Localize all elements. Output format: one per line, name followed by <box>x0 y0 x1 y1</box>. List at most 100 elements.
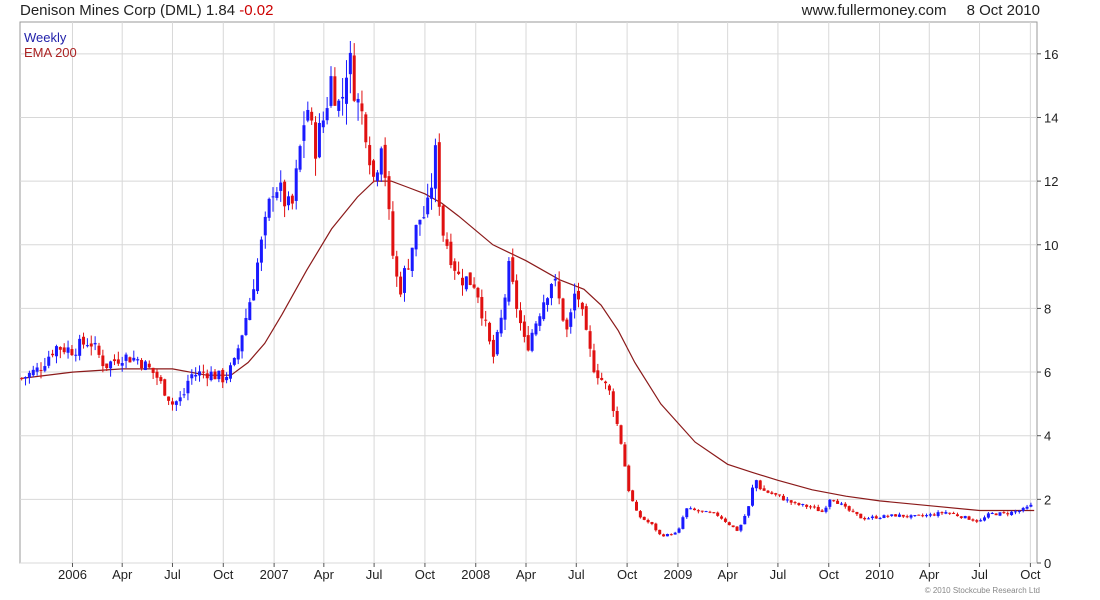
candle-body <box>143 361 147 371</box>
weekly-candle <box>178 391 182 406</box>
candle-body <box>51 353 55 356</box>
weekly-candle <box>256 258 260 294</box>
weekly-candle <box>851 508 855 513</box>
weekly-candle <box>124 352 128 369</box>
weekly-candle <box>1029 502 1033 508</box>
candle-body <box>754 480 758 489</box>
weekly-candle <box>546 297 550 312</box>
weekly-candle <box>422 206 426 220</box>
candle-body <box>642 516 646 520</box>
weekly-candle <box>275 187 279 201</box>
candle-body <box>948 512 952 514</box>
candle-body <box>584 306 588 330</box>
weekly-candle <box>51 349 55 358</box>
weekly-candle <box>414 224 418 257</box>
candle-body <box>89 343 93 347</box>
weekly-candle <box>735 526 739 532</box>
candle-body <box>333 76 337 106</box>
weekly-candle <box>495 329 499 356</box>
weekly-candle <box>298 144 302 173</box>
weekly-candle <box>186 374 190 401</box>
y-tick-label: 6 <box>1044 365 1051 380</box>
candle-body <box>97 345 101 355</box>
plot-area <box>19 21 1038 564</box>
weekly-candle <box>507 257 511 306</box>
weekly-candle <box>863 516 867 521</box>
weekly-candle <box>867 516 871 520</box>
candle-body <box>201 371 205 373</box>
candle-body <box>325 108 329 121</box>
weekly-candle <box>344 60 348 125</box>
candle-body <box>944 512 948 514</box>
candle-body <box>368 145 372 166</box>
candle-body <box>124 354 128 361</box>
weekly-candle <box>240 334 244 359</box>
weekly-candle <box>89 335 93 356</box>
candle-body <box>406 268 410 270</box>
weekly-candle <box>986 512 990 519</box>
weekly-candle <box>167 396 171 406</box>
weekly-candle <box>368 136 372 175</box>
x-tick-label: 2006 <box>58 567 87 582</box>
candle-body <box>634 501 638 511</box>
candle-body <box>252 289 256 301</box>
weekly-candle <box>588 325 592 357</box>
candle-body <box>859 513 863 519</box>
weekly-candle <box>905 514 909 519</box>
candle-body <box>955 514 959 517</box>
weekly-candle <box>534 321 538 337</box>
weekly-candle <box>190 369 194 385</box>
weekly-candle <box>894 514 898 517</box>
weekly-candle <box>573 283 577 319</box>
weekly-candle <box>932 512 936 517</box>
weekly-candle <box>723 517 727 523</box>
weekly-candle <box>847 505 851 512</box>
candle-body <box>762 488 766 491</box>
candle-body <box>186 380 190 394</box>
weekly-candle <box>468 272 472 286</box>
chart-legend: Weekly EMA 200 <box>24 30 77 60</box>
weekly-candle <box>163 378 167 397</box>
candle-body <box>720 516 724 519</box>
weekly-candle <box>928 512 932 518</box>
candle-body <box>607 385 611 391</box>
candle-body <box>971 519 975 521</box>
y-tick-label: 14 <box>1044 110 1058 125</box>
candle-body <box>975 520 979 522</box>
candle-body <box>785 499 789 501</box>
weekly-candle <box>279 170 283 202</box>
weekly-candle <box>1021 506 1025 513</box>
weekly-candle <box>317 113 321 159</box>
weekly-candle <box>402 265 406 302</box>
weekly-candle <box>565 317 569 338</box>
candle-body <box>217 370 221 380</box>
candle-body <box>867 518 871 520</box>
candle-body <box>886 515 890 517</box>
candle-body <box>870 516 874 519</box>
weekly-candle <box>959 516 963 519</box>
weekly-candle <box>940 511 944 515</box>
x-tick-label: Apr <box>314 567 335 582</box>
candle-body <box>704 511 708 513</box>
weekly-candle <box>944 510 948 515</box>
candle-body <box>553 278 557 281</box>
weekly-candle <box>890 514 894 517</box>
source-link[interactable]: www.fullermoney.com <box>801 2 947 19</box>
weekly-candle <box>704 510 708 513</box>
candle-body <box>240 335 244 352</box>
candle-body <box>619 425 623 444</box>
candle-body <box>101 355 105 367</box>
candle-body <box>58 346 62 350</box>
weekly-candle <box>677 527 681 534</box>
y-axis: 0 2 4 6 8 10 12 14 16 <box>1037 47 1058 571</box>
weekly-candle <box>1002 511 1006 514</box>
weekly-candle <box>897 512 901 518</box>
candle-body <box>426 197 430 215</box>
candle-body <box>793 502 797 504</box>
chart-date: 8 Oct 2010 <box>966 2 1040 19</box>
candle-body <box>163 379 167 396</box>
weekly-candle <box>952 511 956 515</box>
candle-body <box>232 357 236 365</box>
weekly-candle <box>143 360 147 371</box>
candle-body <box>890 514 894 516</box>
